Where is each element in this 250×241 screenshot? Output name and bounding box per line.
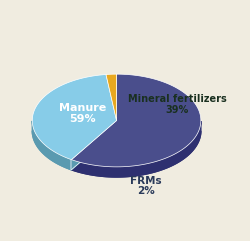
Text: Mineral fertilizers: Mineral fertilizers (128, 94, 227, 104)
Text: FRMs: FRMs (130, 176, 162, 186)
Polygon shape (72, 121, 201, 177)
Polygon shape (106, 74, 117, 120)
Polygon shape (72, 74, 201, 167)
Text: 39%: 39% (166, 105, 189, 115)
Text: Manure: Manure (59, 103, 106, 113)
Polygon shape (32, 121, 72, 170)
Text: 2%: 2% (137, 186, 155, 196)
Text: 59%: 59% (70, 114, 96, 124)
Polygon shape (32, 74, 116, 160)
Polygon shape (72, 131, 201, 177)
Polygon shape (32, 131, 116, 170)
